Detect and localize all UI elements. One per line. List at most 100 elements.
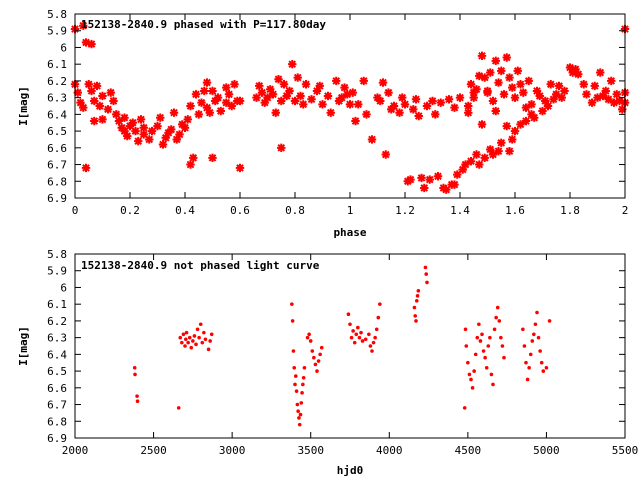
data-point [293, 73, 302, 82]
data-point [288, 59, 297, 69]
data-point [139, 123, 148, 132]
data-point [134, 136, 143, 146]
data-point [183, 344, 187, 348]
data-point [187, 335, 192, 340]
data-point [84, 80, 93, 89]
data-point [208, 86, 217, 96]
data-point [260, 98, 269, 107]
x-tick-label: 1.4 [450, 204, 470, 217]
data-point [554, 81, 564, 91]
x-axis-ticks: 0 0.2 0.4 0.6 0.8 1 1.2 1.4 1.6 1.8 2 [72, 14, 628, 217]
y-axis-ticks: 5.8 5.9 6 6.1 6.2 6.3 6.4 6.5 6.6 6.7 6.8 6.9 [47, 8, 625, 205]
y-tick-label: 6.5 [47, 365, 67, 378]
data-point [480, 332, 484, 337]
y-tick-label: 6.6 [47, 142, 67, 155]
data-point [538, 106, 547, 116]
data-point [497, 66, 506, 76]
data-point [488, 335, 492, 340]
data-point [532, 332, 536, 337]
data-point [139, 130, 148, 139]
data-point [156, 113, 165, 122]
data-point [79, 21, 88, 30]
data-point [411, 95, 421, 104]
data-point [189, 345, 194, 350]
data-point [90, 96, 99, 106]
y-tick-label: 6.2 [47, 75, 67, 88]
data-point [301, 382, 305, 387]
data-point [571, 65, 580, 74]
data-point [535, 310, 539, 315]
data-point [462, 406, 467, 410]
data-point [318, 352, 322, 357]
x-tick-label: 1.8 [560, 204, 580, 217]
y-axis-ticks: 5.8 5.9 6 6.1 6.2 6.3 6.4 6.5 6.6 6.7 6.8 6.9 [47, 248, 625, 445]
data-point [486, 344, 491, 348]
plot-frame [74, 253, 626, 439]
data-point [458, 165, 467, 174]
data-point [521, 103, 531, 112]
data-point [227, 101, 236, 111]
data-point [464, 108, 473, 117]
data-point [348, 322, 352, 327]
data-point [463, 327, 468, 332]
data-point [422, 101, 432, 111]
data-point [400, 100, 410, 109]
data-point [357, 335, 362, 340]
y-tick-label: 6.7 [47, 159, 67, 172]
data-point [524, 360, 528, 365]
data-point [340, 83, 349, 92]
data-point [291, 349, 296, 353]
data-point [376, 96, 385, 106]
data-point [175, 130, 184, 139]
data-point [290, 96, 300, 106]
data-point [389, 101, 399, 111]
data-point [343, 90, 352, 99]
x-tick-label: 3500 [297, 444, 324, 457]
x-tick-label: 1.6 [505, 204, 525, 217]
data-point [351, 329, 355, 333]
data-point [417, 173, 426, 183]
data-point [477, 120, 487, 129]
data-point [593, 93, 602, 102]
data-point [277, 96, 286, 106]
data-point [491, 382, 495, 387]
data-point [183, 115, 192, 124]
data-point [135, 399, 140, 404]
data-point [477, 322, 481, 327]
data-point [618, 105, 627, 114]
y-axis-label: I[mag] [17, 86, 30, 126]
x-tick-label: 0.4 [175, 204, 195, 217]
data-point [290, 319, 295, 323]
data-point [527, 365, 531, 370]
data-point [480, 73, 489, 82]
data-point [549, 95, 558, 104]
data-point [425, 175, 434, 184]
data-point [297, 416, 301, 420]
data-point [167, 125, 176, 134]
data-point [136, 115, 146, 124]
data-point [406, 175, 415, 184]
data-point [189, 153, 198, 163]
data-point [135, 394, 139, 398]
data-point [274, 75, 283, 84]
data-point [180, 123, 190, 132]
x-tick-label: 1 [347, 204, 354, 217]
data-point [414, 299, 419, 303]
data-point [367, 135, 377, 144]
data-point [178, 335, 183, 340]
data-point [95, 101, 104, 111]
data-point [103, 105, 113, 114]
y-tick-label: 6.6 [47, 382, 67, 395]
data-point [478, 339, 483, 343]
data-point [323, 91, 333, 101]
data-point [230, 80, 239, 89]
x-tick-label: 4500 [455, 444, 482, 457]
data-point [547, 319, 552, 323]
data-point [354, 332, 359, 337]
data-point [305, 335, 310, 340]
data-point [574, 70, 583, 79]
data-point [436, 98, 445, 107]
data-point [87, 86, 96, 96]
data-point [596, 68, 605, 77]
data-point [541, 96, 550, 106]
